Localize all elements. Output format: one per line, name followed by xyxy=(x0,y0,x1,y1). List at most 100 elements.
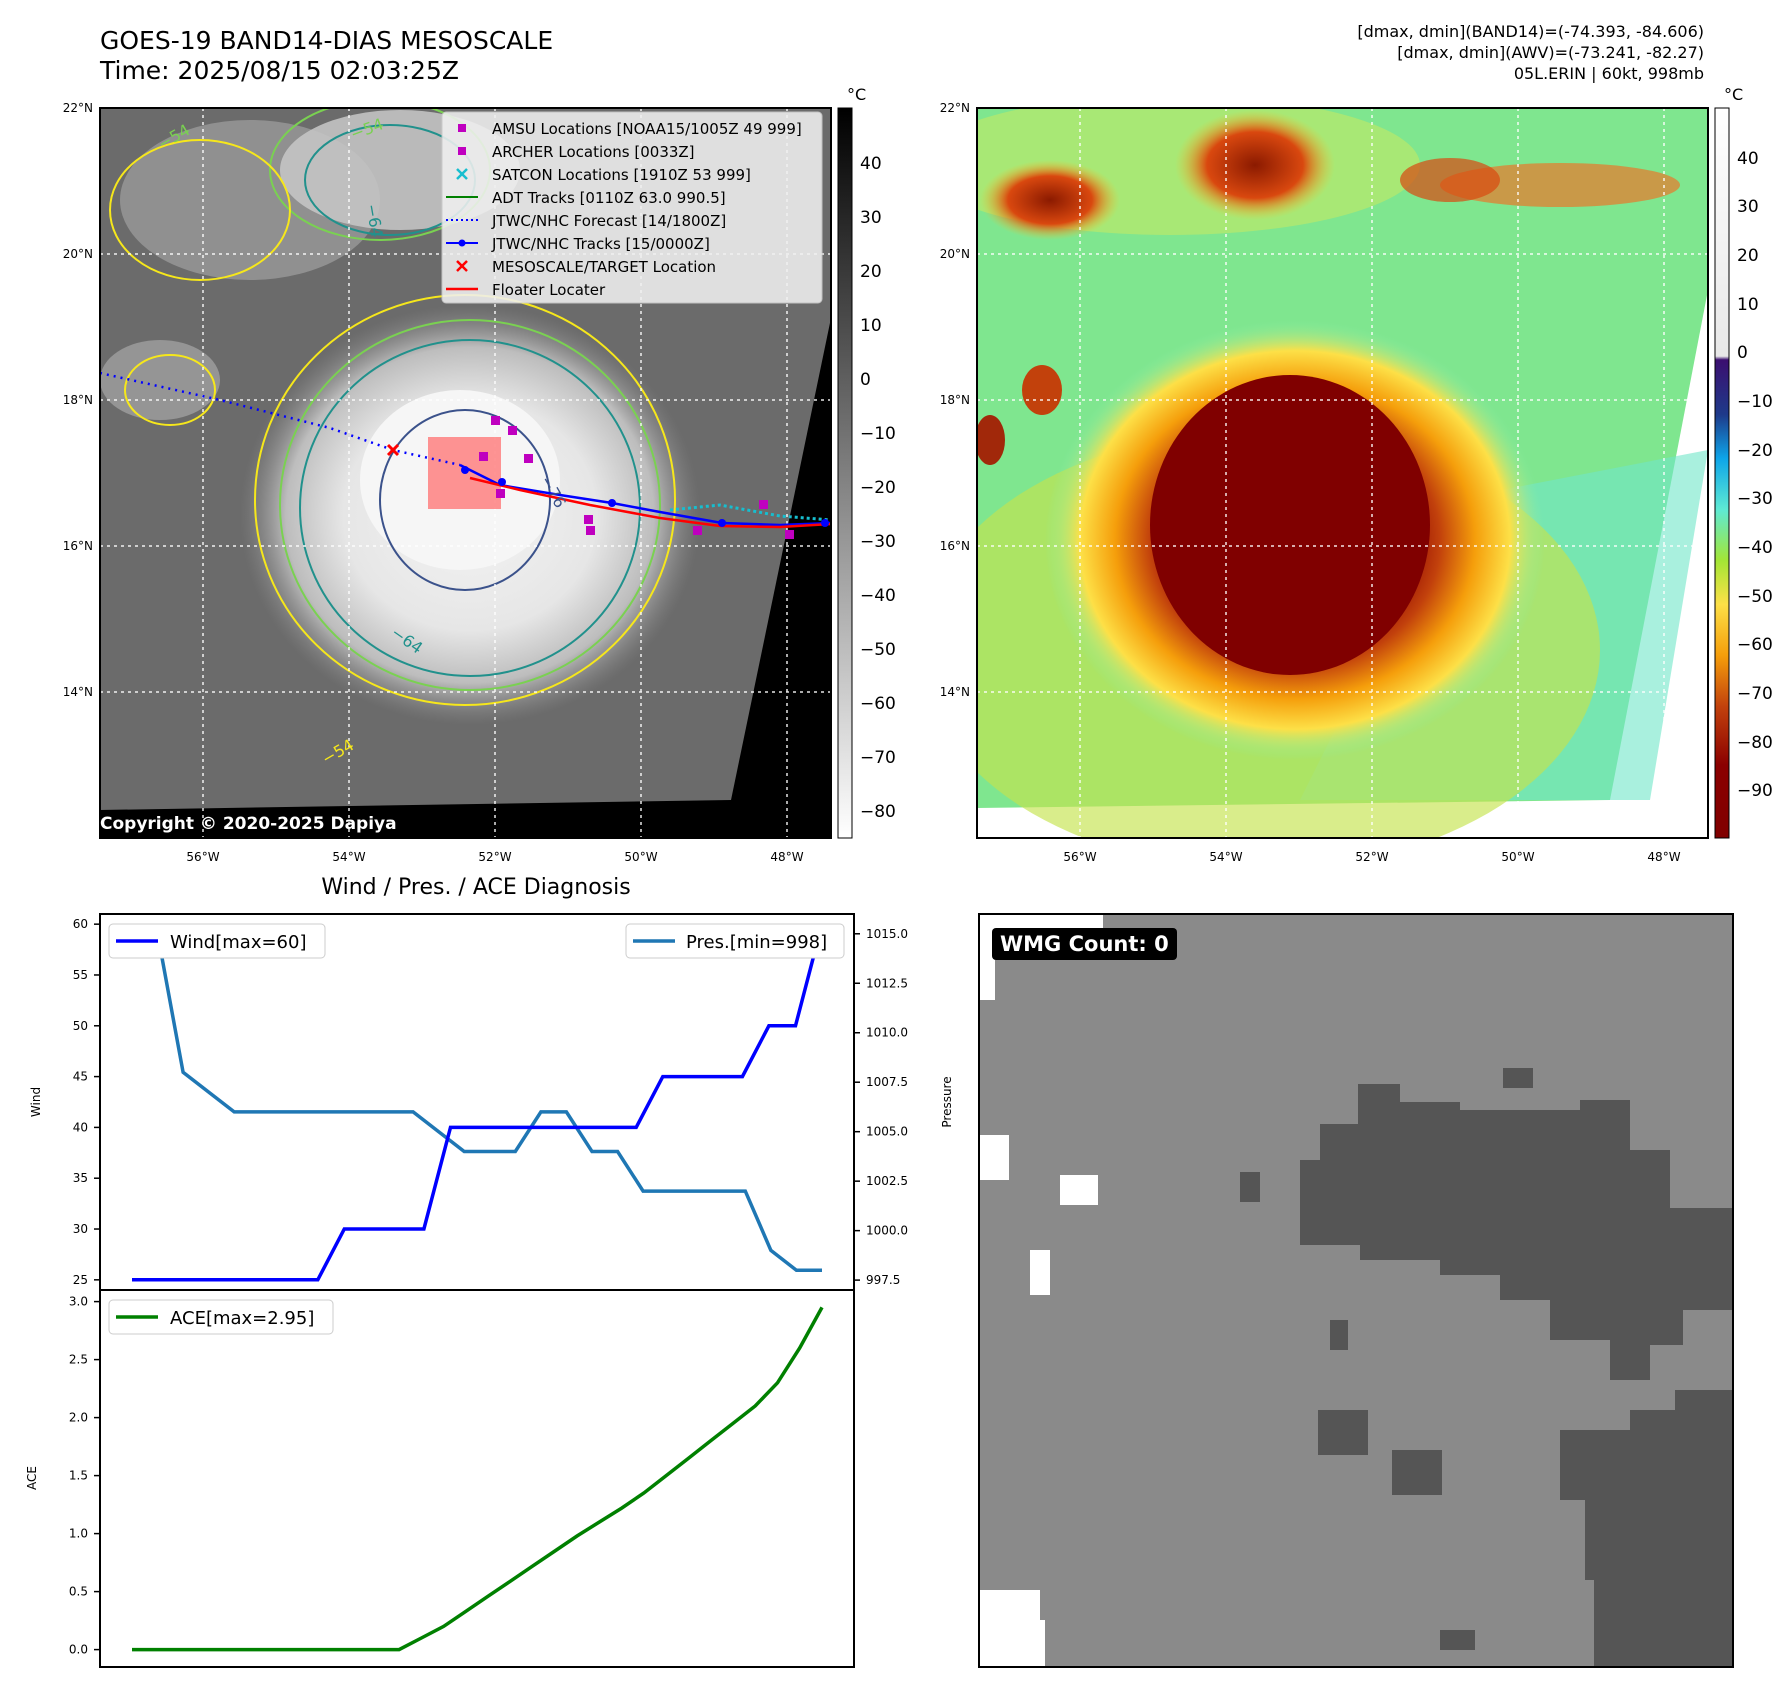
cbar-tick: 10 xyxy=(1737,295,1759,315)
axis-tick-label: 997.5 xyxy=(866,1273,900,1287)
cbar-tick: −10 xyxy=(860,424,896,444)
legend-label-tracks: JTWC/NHC Tracks [15/0000Z] xyxy=(491,235,710,253)
lon-label: 52°W xyxy=(1355,850,1388,864)
cbar-tick: −90 xyxy=(1737,781,1773,801)
axis-tick-label: 50 xyxy=(73,1019,88,1033)
lat-label: 22°N xyxy=(940,101,970,115)
cbar-tick: −30 xyxy=(1737,489,1773,509)
legend-label-target: MESOSCALE/TARGET Location xyxy=(492,258,716,276)
copyright-text: Copyright © 2020-2025 Dapiya xyxy=(100,814,397,834)
cbar-tick: −20 xyxy=(860,478,896,498)
lon-label: 48°W xyxy=(1647,850,1680,864)
axis-tick-label: 1007.5 xyxy=(866,1075,908,1089)
lon-label: 48°W xyxy=(770,850,803,864)
wind-legend-label: Wind[max=60] xyxy=(170,932,307,953)
cbar-tick: −40 xyxy=(860,586,896,606)
legend-label-floater: Floater Locater xyxy=(492,281,606,299)
wind-series xyxy=(132,923,824,1282)
figure-title: GOES-19 BAND14-DIAS MESOSCALE xyxy=(100,26,554,55)
cbar-tick: −80 xyxy=(1737,733,1773,753)
legend-label-adt: ADT Tracks [0110Z 63.0 990.5] xyxy=(492,189,726,207)
cbar-tick: −50 xyxy=(860,640,896,660)
axis-tick-label: 25 xyxy=(73,1273,88,1287)
band14-range-text: [dmax, dmin](BAND14)=(-74.393, -84.606) xyxy=(1357,22,1704,41)
lon-label: 52°W xyxy=(478,850,511,864)
axis-tick-label: 1000.0 xyxy=(866,1224,908,1238)
axis-tick-label: 2.5 xyxy=(69,1353,88,1367)
axis-tick-label: 35 xyxy=(73,1171,88,1185)
lat-label: 18°N xyxy=(940,393,970,407)
cbar-tick: −80 xyxy=(860,802,896,822)
ace-legend-label: ACE[max=2.95] xyxy=(170,1308,314,1329)
cbar-tick: −10 xyxy=(1737,392,1773,412)
wind-axis-label: Wind xyxy=(29,1087,43,1117)
lat-label: 22°N xyxy=(63,101,93,115)
axis-tick-label: 0.0 xyxy=(69,1643,88,1657)
lat-label: 20°N xyxy=(63,247,93,261)
axis-tick-label: 55 xyxy=(73,968,88,982)
cbar-tick: 10 xyxy=(860,316,882,336)
lat-label: 16°N xyxy=(63,539,93,553)
cbar-tick: −70 xyxy=(860,748,896,768)
axis-tick-label: 40 xyxy=(73,1120,88,1134)
axis-tick-label: 2.0 xyxy=(69,1411,88,1425)
lon-label: 50°W xyxy=(624,850,657,864)
legend-markers xyxy=(446,124,478,291)
awv-colorbar xyxy=(1714,107,1730,839)
cbar-tick: 0 xyxy=(860,370,871,390)
awv-range-text: [dmax, dmin](AWV)=(-73.241, -82.27) xyxy=(1397,43,1704,62)
cbar-tick: −70 xyxy=(1737,684,1773,704)
cbar-tick: 0 xyxy=(1737,343,1748,363)
pressure-legend-label: Pres.[min=998] xyxy=(686,932,827,953)
lon-label: 50°W xyxy=(1501,850,1534,864)
cbar-tick: −30 xyxy=(860,532,896,552)
legend-label-archer: ARCHER Locations [0033Z] xyxy=(492,143,695,161)
lat-label: 14°N xyxy=(63,685,93,699)
lat-label: 16°N xyxy=(940,539,970,553)
wind-legend xyxy=(108,923,326,959)
pressure-series xyxy=(132,932,822,1272)
ir-colorbar xyxy=(837,107,853,839)
awv-map: 22°N 20°N 18°N 16°N 14°N 56°W 54°W 52°W … xyxy=(940,85,1773,864)
ace-series xyxy=(132,1306,824,1652)
colorbar-unit: °C xyxy=(847,85,866,104)
axis-tick-label: 1002.5 xyxy=(866,1174,908,1188)
wind-pressure-panel: 25 30 35 40 45 50 55 60 997.5 1000.0 1002.5 1005.0… xyxy=(29,913,954,1291)
cbar-tick: 30 xyxy=(860,208,882,228)
axis-tick-label: 1.0 xyxy=(69,1527,88,1541)
cbar-tick: 30 xyxy=(1737,197,1759,217)
axis-tick-label: 1012.5 xyxy=(866,976,908,990)
wmg-white-region xyxy=(979,914,1103,1667)
colorbar-unit: °C xyxy=(1724,85,1743,104)
axis-tick-label: 30 xyxy=(73,1222,88,1236)
storm-info-text: 05L.ERIN | 60kt, 998mb xyxy=(1513,64,1704,83)
cbar-tick: 20 xyxy=(860,262,882,282)
lon-label: 56°W xyxy=(186,850,219,864)
axis-tick-label: 45 xyxy=(73,1070,88,1084)
wmg-count-badge: WMG Count: 0 xyxy=(992,928,1177,960)
legend-label-satcon: SATCON Locations [1910Z 53 999] xyxy=(492,166,751,184)
wmg-dark-region xyxy=(1240,1068,1733,1667)
pressure-legend xyxy=(625,923,845,959)
ace-axis-label: ACE xyxy=(25,1466,39,1490)
lat-label: 20°N xyxy=(940,247,970,261)
wmg-panel xyxy=(978,913,1734,1668)
lat-label: 14°N xyxy=(940,685,970,699)
ace-axis: 0.0 0.5 1.0 1.5 2.0 2.5 3.0 xyxy=(69,1295,100,1657)
lon-label: 54°W xyxy=(332,850,365,864)
axis-tick-label: 1010.0 xyxy=(866,1026,908,1040)
ace-panel: 0.0 0.5 1.0 1.5 2.0 2.5 3.0 ACE ACE[max=2.95] xyxy=(25,1289,855,1668)
axis-tick-label: 3.0 xyxy=(69,1295,88,1309)
axis-tick-label: 1015.0 xyxy=(866,927,908,941)
lon-label: 54°W xyxy=(1209,850,1242,864)
cbar-tick: 40 xyxy=(1737,149,1759,169)
lon-label: 56°W xyxy=(1063,850,1096,864)
wind-axis: 25 30 35 40 45 50 55 60 xyxy=(73,917,100,1287)
cbar-tick: −20 xyxy=(1737,441,1773,461)
axis-tick-label: 0.5 xyxy=(69,1585,88,1599)
map-legend xyxy=(441,111,823,304)
ace-legend xyxy=(108,1299,334,1335)
legend-label-amsu: AMSU Locations [NOAA15/1005Z 49 999] xyxy=(492,120,802,138)
lat-label: 18°N xyxy=(63,393,93,407)
